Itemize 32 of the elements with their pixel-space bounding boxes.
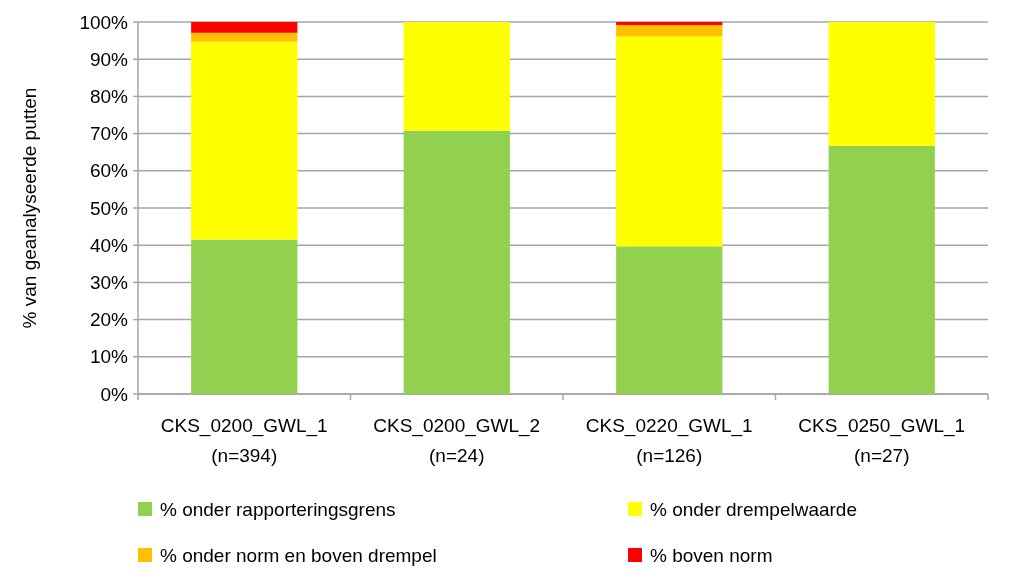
bar [616,246,723,394]
y-tick-label: 10% [89,346,129,368]
y-tick-label: 50% [89,197,129,219]
legend-label: % onder norm en boven drempel [160,544,437,566]
y-tick-label: 30% [89,272,129,294]
bar [191,22,298,33]
bar [828,22,935,146]
bar [403,130,510,394]
legend-label: % boven norm [650,544,773,566]
y-tick-label: 40% [89,234,129,256]
bar [191,41,298,240]
y-tick-label: 60% [89,160,129,182]
y-tick-label: 0% [100,383,129,405]
y-tick-label: 90% [89,48,129,70]
x-tick-label: CKS_0200_GWL_2 (n=24) [373,415,541,466]
y-tick-label: 20% [89,309,129,331]
bar [191,239,298,394]
bar [616,22,723,25]
x-tick-label: CKS_0220_GWL_1 (n=126) [585,415,753,466]
y-tick-label: 80% [89,86,129,108]
bar [616,24,723,37]
y-tick-label: 100% [79,11,129,33]
bar [828,145,935,394]
x-tick-label: CKS_0200_GWL_1 (n=394) [160,415,328,466]
legend-label: % onder rapporteringsgrens [160,498,396,520]
x-tick-label: CKS_0250_GWL_1 (n=27) [798,415,966,466]
bar [403,22,510,131]
bar [616,36,723,247]
legend-label: % onder drempelwaarde [650,498,858,520]
y-tick-label: 70% [89,123,129,145]
y-axis-title: % van geanalyseerde putten [19,87,40,329]
bar [191,32,298,42]
